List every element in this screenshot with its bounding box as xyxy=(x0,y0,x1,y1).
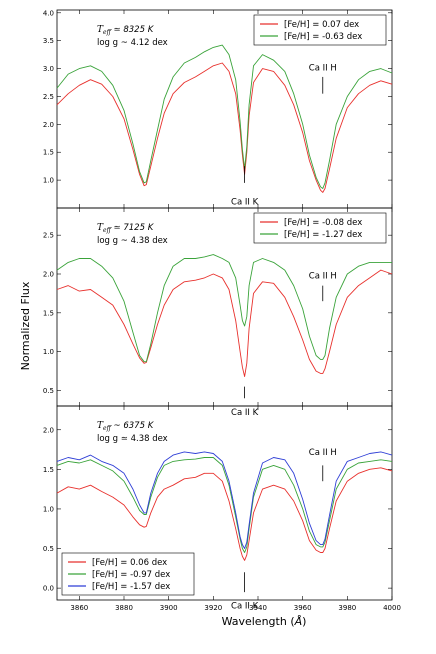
teff-value: ~ 6375 K xyxy=(111,421,155,431)
teff-value: ≃ 8325 K xyxy=(111,25,155,35)
line-label: Ca II K xyxy=(231,197,259,207)
y-tick-label: 2.5 xyxy=(43,232,54,240)
line-label: Ca II H xyxy=(309,63,337,73)
y-tick-label: 3.5 xyxy=(43,37,54,45)
y-tick-label: 2.0 xyxy=(43,121,54,129)
series-line-0 xyxy=(56,62,393,193)
y-tick-label: 0.5 xyxy=(43,387,54,395)
y-tick-label: 1.0 xyxy=(43,177,54,185)
x-tick-label: 4000 xyxy=(383,604,401,612)
series-line-1 xyxy=(56,44,393,189)
x-axis-title: Wavelength (Å) xyxy=(222,615,307,628)
y-tick-label: 4.0 xyxy=(43,9,54,17)
legend-label-1: [Fe/H] = -0.63 dex xyxy=(284,32,362,42)
y-tick-label: 2.5 xyxy=(43,93,54,101)
x-tick-label: 3980 xyxy=(338,604,356,612)
y-tick-label: 1.5 xyxy=(43,309,54,317)
x-tick-label: 3920 xyxy=(204,604,222,612)
series-line-1 xyxy=(56,457,393,553)
x-tick-label: 3940 xyxy=(249,604,267,612)
panel-middle: 0.5 1.0 1.5 2.0 2.5 Ca II K Ca II H Teff ≃ 7125… xyxy=(43,207,393,418)
teff-sub: eff xyxy=(103,425,113,432)
legend-label-0: [Fe/H] = -0.08 dex xyxy=(284,218,362,228)
y-tick-label: 1.0 xyxy=(43,348,54,356)
legend-label-1: [Fe/H] = -1.27 dex xyxy=(284,230,362,240)
y-tick-label: 2.0 xyxy=(43,271,54,279)
series-line-2 xyxy=(56,451,393,549)
x-tick-label: 3960 xyxy=(294,604,312,612)
series-line-0 xyxy=(56,467,393,561)
panel-top: 1.0 1.5 2.0 2.5 3.0 3.5 4.0 Ca II K Ca II H Teff … xyxy=(43,9,393,209)
series-line-1 xyxy=(56,254,392,363)
legend-label-1: [Fe/H] = -0.97 dex xyxy=(92,570,170,580)
y-tick-label: 0.0 xyxy=(43,585,54,593)
series-line-0 xyxy=(56,269,393,377)
teff-value: ≃ 7125 K xyxy=(111,223,155,233)
x-tick-label: 3900 xyxy=(160,604,178,612)
teff-sub: eff xyxy=(103,29,113,36)
y-tick-label: 1.5 xyxy=(43,149,54,157)
logg-label: log g ≃ 4.38 dex xyxy=(97,434,168,444)
teff-sub: eff xyxy=(103,227,113,234)
line-label: Ca II H xyxy=(309,272,337,282)
line-label: Ca II K xyxy=(231,602,259,612)
teff-label: Teff ≃ 7125 K xyxy=(97,223,155,234)
logg-label: log g ~ 4.12 dex xyxy=(97,38,168,48)
y-axis-title: Normalized Flux xyxy=(19,281,32,370)
teff-label: Teff ≃ 8325 K xyxy=(97,25,155,36)
x-tick-label: 3860 xyxy=(70,604,88,612)
legend-label-0: [Fe/H] = 0.07 dex xyxy=(284,20,359,30)
line-label: Ca II K xyxy=(231,408,259,418)
y-tick-label: 0.5 xyxy=(43,545,54,553)
y-tick-label: 1.5 xyxy=(43,466,54,474)
y-tick-label: 3.0 xyxy=(43,65,54,73)
line-label: Ca II H xyxy=(309,448,337,458)
legend-box xyxy=(253,212,387,244)
plot-frame xyxy=(56,405,393,601)
x-tick-label: 3880 xyxy=(115,604,133,612)
y-tick-label: 1.0 xyxy=(43,505,54,513)
legend-label-0: [Fe/H] = 0.06 dex xyxy=(92,558,167,568)
logg-label: log g ~ 4.38 dex xyxy=(97,236,168,246)
legend-box xyxy=(253,14,387,46)
teff-label: Teff ~ 6375 K xyxy=(97,421,155,432)
panel-bottom: 0.0 0.5 1.0 1.5 2.0 3860 3880 3900 3920 3940 3960 3… xyxy=(43,405,401,612)
y-tick-label: 2.0 xyxy=(43,426,54,434)
legend-label-2: [Fe/H] = -1.57 dex xyxy=(92,582,170,592)
